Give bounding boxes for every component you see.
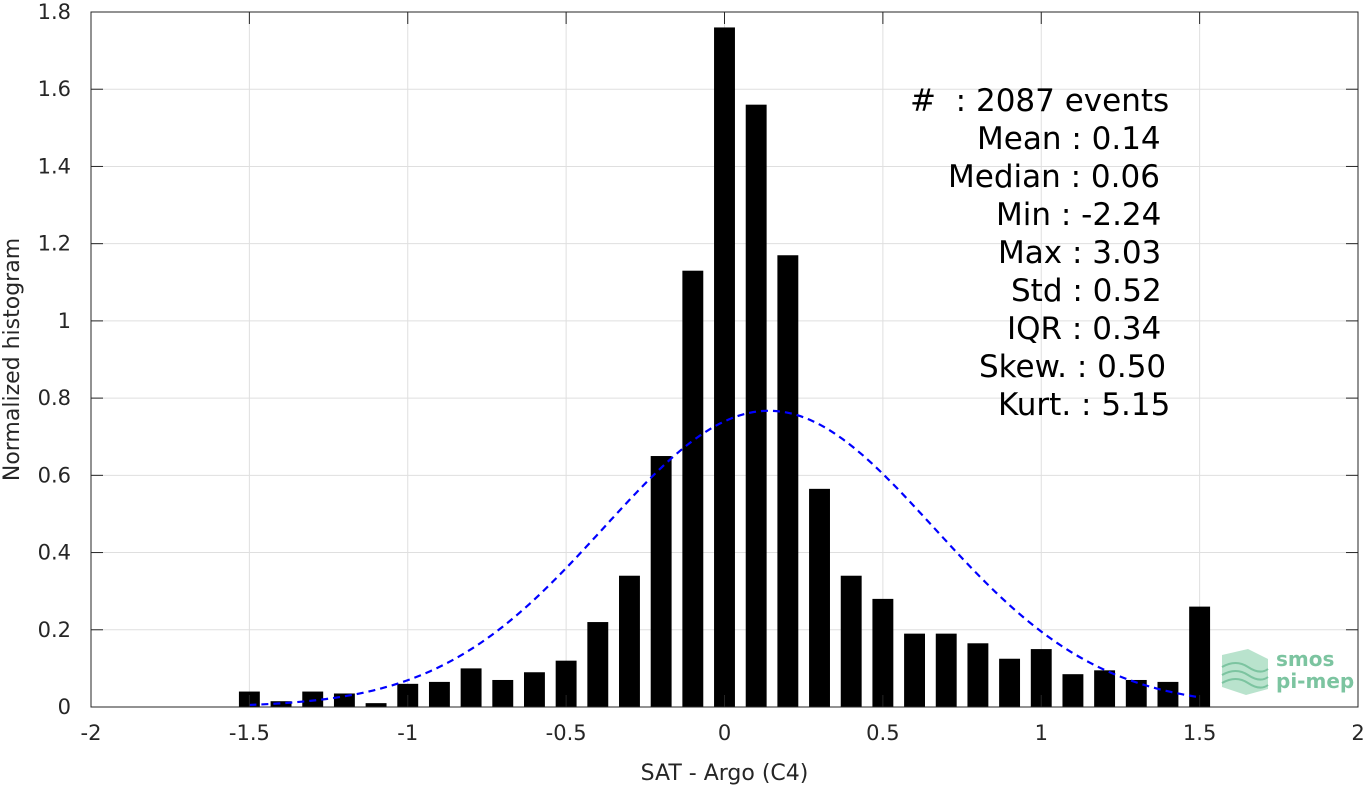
y-axis-label: Normalized histogram (0, 238, 25, 481)
histogram-bar (682, 270, 704, 707)
stats-box: # : 2087 events Mean : 0.14 Median : 0.0… (880, 82, 1180, 424)
stat-mean: Mean : 0.14 (977, 121, 1161, 157)
y-tick-label: 0.2 (38, 618, 71, 642)
histogram-bar (840, 575, 862, 707)
stat-iqr: IQR : 0.34 (1007, 311, 1162, 347)
histogram-bar (1125, 679, 1147, 707)
histogram-bar (555, 660, 577, 707)
y-tick-label: 1 (58, 309, 71, 333)
histogram-bar (1189, 606, 1211, 707)
y-tick-label: 0 (58, 695, 71, 719)
histogram-bar (935, 633, 957, 707)
x-tick-label: 0.5 (866, 721, 899, 745)
y-tick-label: 1.4 (38, 154, 71, 178)
axis-ticks (90, 11, 1359, 708)
histogram-bar (270, 701, 292, 707)
x-tick-label: 2 (1351, 721, 1364, 745)
histogram-bar (745, 104, 767, 707)
x-axis-label: SAT - Argo (C4) (641, 761, 809, 786)
y-tick-label: 1.8 (38, 0, 71, 24)
stat-max: Max : 3.03 (998, 235, 1162, 271)
x-tick-label: -0.5 (546, 721, 587, 745)
histogram-bar (302, 691, 324, 707)
histogram-bar (809, 488, 830, 707)
x-tick-label: 1 (1035, 721, 1048, 745)
y-tick-label: 0.4 (38, 541, 71, 565)
stat-skew: Skew. : 0.50 (979, 349, 1167, 385)
y-tick-label: 0.8 (38, 386, 71, 410)
y-tick-label: 0.6 (38, 463, 71, 487)
histogram-bar (967, 643, 989, 707)
histogram-bar (1062, 674, 1084, 707)
histogram-bar (428, 681, 450, 707)
bars (238, 27, 1211, 707)
stat-std: Std : 0.52 (1011, 273, 1162, 309)
x-tick-label: -1.5 (229, 721, 270, 745)
stat-kurt: Kurt. : 5.15 (998, 387, 1171, 423)
x-tick-label: -2 (81, 721, 102, 745)
histogram-bar (492, 679, 514, 707)
histogram-bar (460, 668, 482, 707)
histogram-bar (999, 658, 1021, 707)
histogram-bar (777, 255, 799, 707)
x-tick-labels: -2 -1.5 -1 -0.5 0 0.5 1 1.5 2 (81, 721, 1365, 745)
normal-fit-curve (249, 409, 1200, 707)
histogram-bar (904, 633, 926, 707)
histogram-bar (714, 27, 735, 707)
y-tick-label: 1.2 (38, 232, 71, 256)
stat-median: Median : 0.06 (948, 159, 1160, 195)
logo-waves-icon (1221, 649, 1269, 695)
x-tick-label: 1.5 (1183, 721, 1216, 745)
x-tick-label: 0 (718, 721, 731, 745)
x-tick-label: -1 (397, 721, 418, 745)
histogram-bar (650, 456, 672, 707)
histogram-bar (587, 622, 609, 707)
histogram-bar (1030, 649, 1052, 707)
logo-line1: smos (1276, 647, 1335, 671)
logo-line2: pi-mep (1276, 669, 1355, 693)
histogram-bar (1157, 681, 1179, 707)
histogram-bar (872, 598, 894, 707)
stat-count: # : 2087 events (910, 83, 1170, 119)
histogram-bar (365, 703, 387, 707)
histogram-bar (1094, 670, 1116, 707)
histogram-bar (523, 672, 545, 707)
smos-pimep-logo: smos pi-mep (1218, 645, 1358, 700)
stat-min: Min : -2.24 (996, 197, 1162, 233)
y-tick-labels: 0 0.2 0.4 0.6 0.8 1 1.2 1.4 1.6 1.8 (38, 0, 71, 719)
y-tick-label: 1.6 (38, 77, 71, 101)
histogram-bar (619, 575, 640, 707)
